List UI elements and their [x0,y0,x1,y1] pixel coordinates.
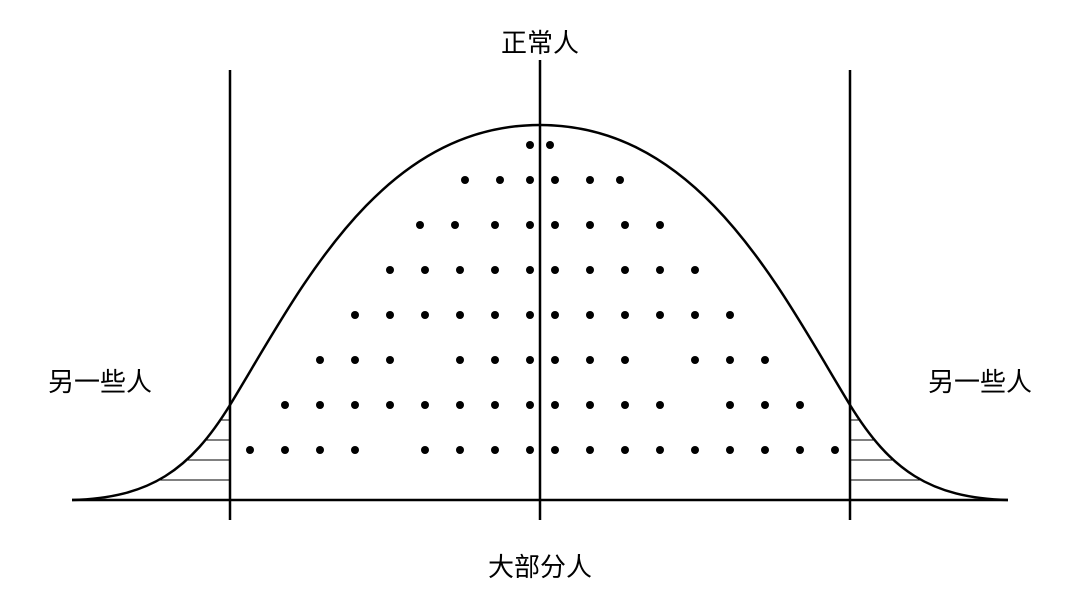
population-dots [246,141,839,454]
label-others-left: 另一些人 [48,362,152,399]
label-normal-people: 正常人 [501,23,579,60]
label-others-right: 另一些人 [928,362,1032,399]
bell-curve-diagram [0,0,1080,597]
label-most-people: 大部分人 [488,547,592,584]
